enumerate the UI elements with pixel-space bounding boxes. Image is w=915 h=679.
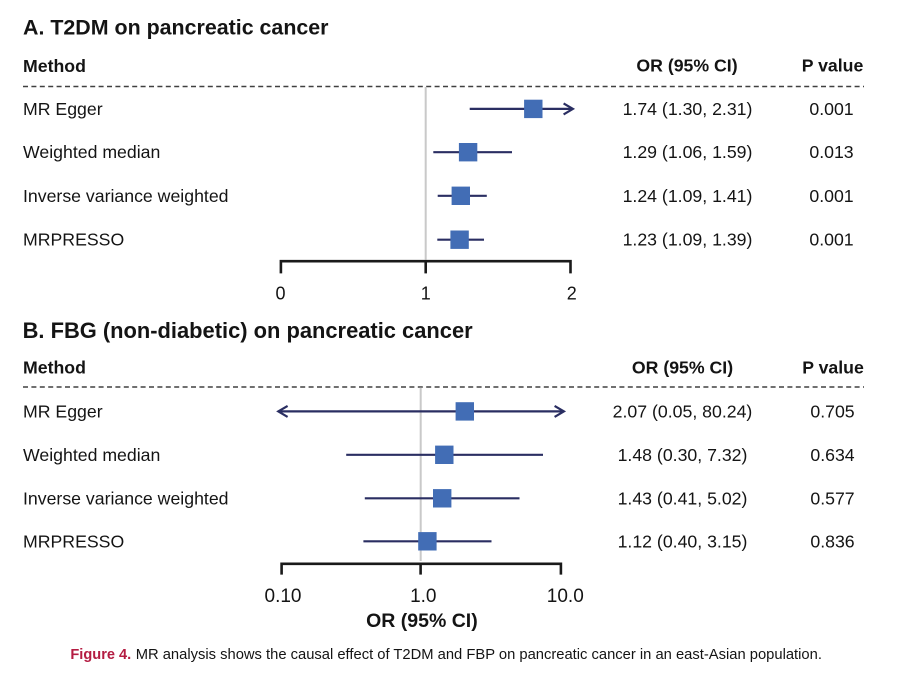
svg-text:2: 2: [567, 283, 577, 303]
svg-text:2.07 (0.05, 80.24): 2.07 (0.05, 80.24): [613, 401, 753, 421]
svg-text:OR (95% CI): OR (95% CI): [632, 358, 733, 378]
svg-text:Weighted median: Weighted median: [23, 142, 160, 162]
svg-text:A. T2DM on pancreatic cancer: A. T2DM on pancreatic cancer: [23, 16, 329, 40]
svg-text:Weighted median: Weighted median: [23, 445, 160, 465]
svg-text:1.29 (1.06, 1.59): 1.29 (1.06, 1.59): [623, 142, 753, 162]
svg-text:MRPRESSO: MRPRESSO: [23, 230, 124, 250]
svg-text:P value: P value: [802, 56, 864, 76]
svg-text:0.013: 0.013: [809, 142, 853, 162]
svg-text:B. FBG (non-diabetic) on pancr: B. FBG (non-diabetic) on pancreatic canc…: [23, 318, 474, 343]
svg-text:Method: Method: [23, 358, 86, 378]
svg-text:OR (95% CI): OR (95% CI): [366, 610, 478, 632]
svg-text:0.634: 0.634: [810, 445, 854, 465]
svg-text:1.24 (1.09, 1.41): 1.24 (1.09, 1.41): [623, 186, 753, 206]
svg-text:Figure 4.: Figure 4.: [70, 647, 131, 663]
svg-text:1.74 (1.30, 2.31): 1.74 (1.30, 2.31): [623, 99, 753, 119]
svg-text:Method: Method: [23, 56, 86, 76]
svg-text:1.0: 1.0: [410, 586, 436, 607]
svg-text:1.43 (0.41, 5.02): 1.43 (0.41, 5.02): [618, 488, 748, 508]
svg-text:1.12 (0.40, 3.15): 1.12 (0.40, 3.15): [618, 531, 748, 551]
svg-text:1: 1: [421, 283, 431, 303]
svg-text:10.0: 10.0: [547, 586, 584, 607]
svg-text:MRPRESSO: MRPRESSO: [23, 531, 124, 551]
svg-text:MR Egger: MR Egger: [23, 99, 103, 119]
svg-text:Inverse variance weighted: Inverse variance weighted: [23, 186, 229, 206]
svg-text:1.23 (1.09, 1.39): 1.23 (1.09, 1.39): [623, 230, 753, 250]
svg-text:1.48 (0.30, 7.32): 1.48 (0.30, 7.32): [618, 445, 748, 465]
svg-text:Inverse variance weighted: Inverse variance weighted: [23, 488, 229, 508]
svg-text:P value: P value: [802, 358, 864, 378]
svg-text:OR (95% CI): OR (95% CI): [636, 56, 737, 76]
svg-text:0.001: 0.001: [809, 230, 853, 250]
svg-text:MR analysis shows the causal e: MR analysis shows the causal effect of T…: [136, 647, 822, 663]
svg-text:0: 0: [275, 283, 285, 303]
svg-text:MR Egger: MR Egger: [23, 401, 103, 421]
svg-text:0.10: 0.10: [265, 586, 302, 607]
svg-text:0.705: 0.705: [810, 401, 854, 421]
svg-text:0.836: 0.836: [810, 531, 854, 551]
svg-text:0.577: 0.577: [810, 488, 854, 508]
svg-text:0.001: 0.001: [809, 99, 853, 119]
svg-text:0.001: 0.001: [809, 186, 853, 206]
